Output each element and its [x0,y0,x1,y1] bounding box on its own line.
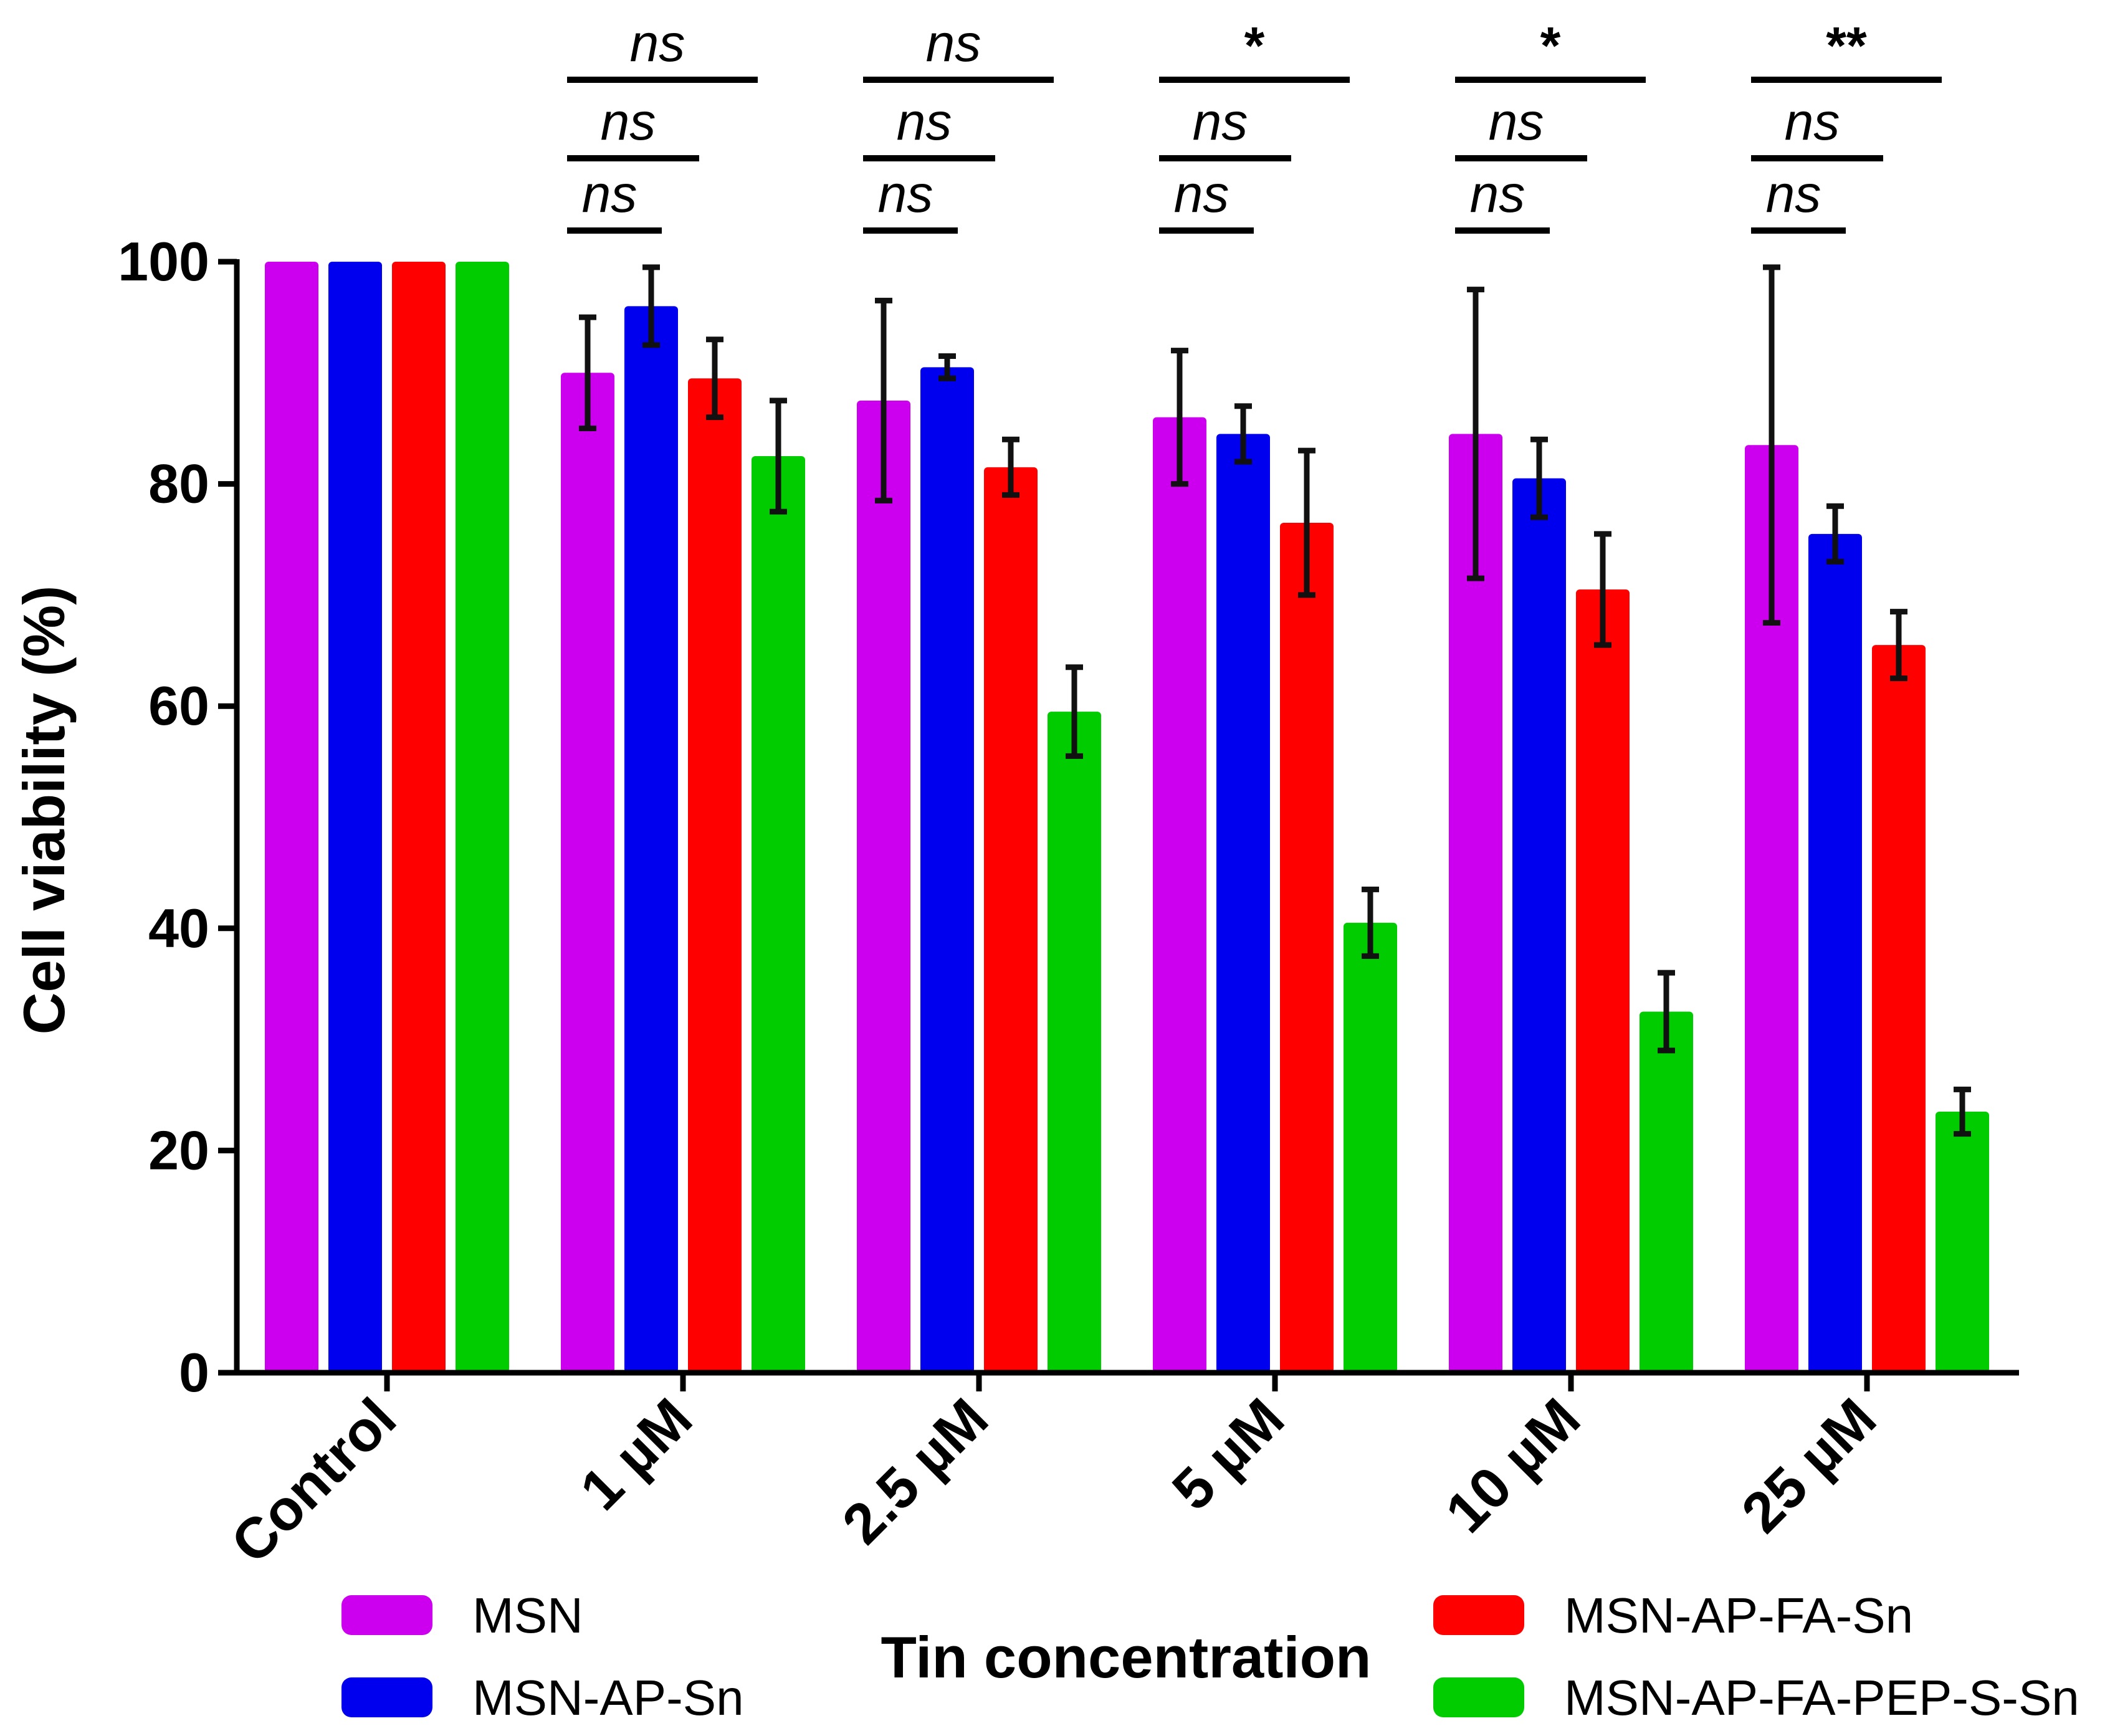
bar [1872,645,1926,1373]
bar [456,262,509,1373]
bar [328,262,382,1373]
y-tick-label: 100 [118,231,209,292]
bar [688,378,742,1373]
legend-swatch [341,1677,432,1717]
bar [561,373,614,1373]
bar [1153,417,1206,1373]
significance-label: ns [1766,165,1821,223]
significance-label: ns [1193,92,1248,151]
bar [1808,533,1862,1373]
legend-label: MSN-AP-FA-Sn [1564,1588,1913,1643]
x-tick-label: 1 µM [568,1386,704,1522]
y-tick-label: 80 [148,453,209,515]
x-axis-title: Tin concentration [881,1624,1372,1690]
significance-label: ns [1174,165,1229,223]
bar [1576,589,1630,1373]
significance-label: ns [601,92,656,151]
bar [1745,445,1798,1373]
bar [1640,1011,1693,1373]
bar [920,367,974,1373]
significance-label: ns [1470,165,1525,223]
significance-label: * [1244,16,1265,75]
bar [624,306,678,1373]
x-tick-label: 10 µM [1434,1386,1592,1545]
y-tick-label: 40 [148,897,209,959]
y-tick-label: 0 [179,1342,209,1403]
bar [752,456,805,1373]
bar [1344,922,1397,1373]
bar [1512,478,1566,1373]
significance-label: * [1540,16,1561,75]
y-tick-label: 60 [148,675,209,737]
significance-label: ns [630,14,685,72]
bar [1449,434,1502,1373]
significance-label: ** [1826,16,1867,75]
legend-swatch [1433,1677,1524,1717]
significance-label: ns [1785,92,1840,151]
legend-label: MSN-AP-Sn [472,1670,744,1725]
legend-label: MSN [472,1588,583,1643]
x-tick-label: Control [219,1386,408,1575]
bar [1280,523,1334,1373]
bar [1936,1111,1989,1373]
y-axis-title: Cell viability (%) [11,586,77,1035]
significance-label: ns [926,14,981,72]
bar [857,400,910,1373]
significance-label: ns [878,165,933,223]
significance-label: ns [897,92,952,151]
bar [392,262,446,1373]
bars-layer [265,262,1989,1373]
legend-label: MSN-AP-FA-PEP-S-Sn [1564,1670,2079,1725]
bar [265,262,318,1373]
bar [1048,712,1101,1373]
x-tick-label: 5 µM [1160,1386,1296,1522]
y-tick-label: 20 [148,1119,209,1181]
legend: MSN MSN-AP-Sn MSN-AP-FA-Sn MSN-AP-FA-PEP-S-… [341,1588,2079,1725]
significance-label: ns [1489,92,1544,151]
significance-layer: ns ns ns ns ns ns * ns ns * ns ns ** ns ns [567,14,1942,234]
bar [1216,434,1270,1373]
significance-label: ns [582,165,637,223]
bar [984,467,1038,1373]
legend-swatch [341,1595,432,1635]
legend-swatch [1433,1595,1524,1635]
x-tick-label: 2.5 µM [831,1386,1000,1556]
error-bars-layer [579,264,1971,1137]
x-tick-label: 25 µM [1730,1386,1888,1545]
